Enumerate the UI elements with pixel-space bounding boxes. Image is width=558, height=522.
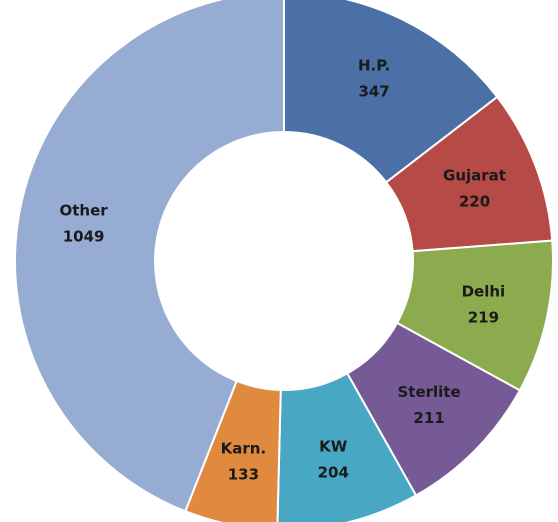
value-label: 204 — [318, 463, 349, 481]
slice — [276, 372, 418, 522]
value-label: 220 — [459, 193, 490, 211]
slice-label: Sterlite — [397, 383, 460, 401]
value-label: 133 — [228, 465, 259, 483]
value-label: 1049 — [63, 227, 105, 245]
slice-label: KW — [319, 437, 348, 455]
slice-label: Karn. — [221, 439, 267, 457]
slice-label: Other — [60, 201, 109, 219]
slice-label: H.P. — [358, 56, 390, 74]
value-label: 347 — [358, 82, 389, 100]
slice-label: Delhi — [462, 283, 506, 301]
slice — [14, 0, 285, 513]
slice-label: Gujarat — [443, 167, 506, 185]
value-label: 211 — [413, 409, 444, 427]
value-label: 219 — [468, 309, 499, 327]
